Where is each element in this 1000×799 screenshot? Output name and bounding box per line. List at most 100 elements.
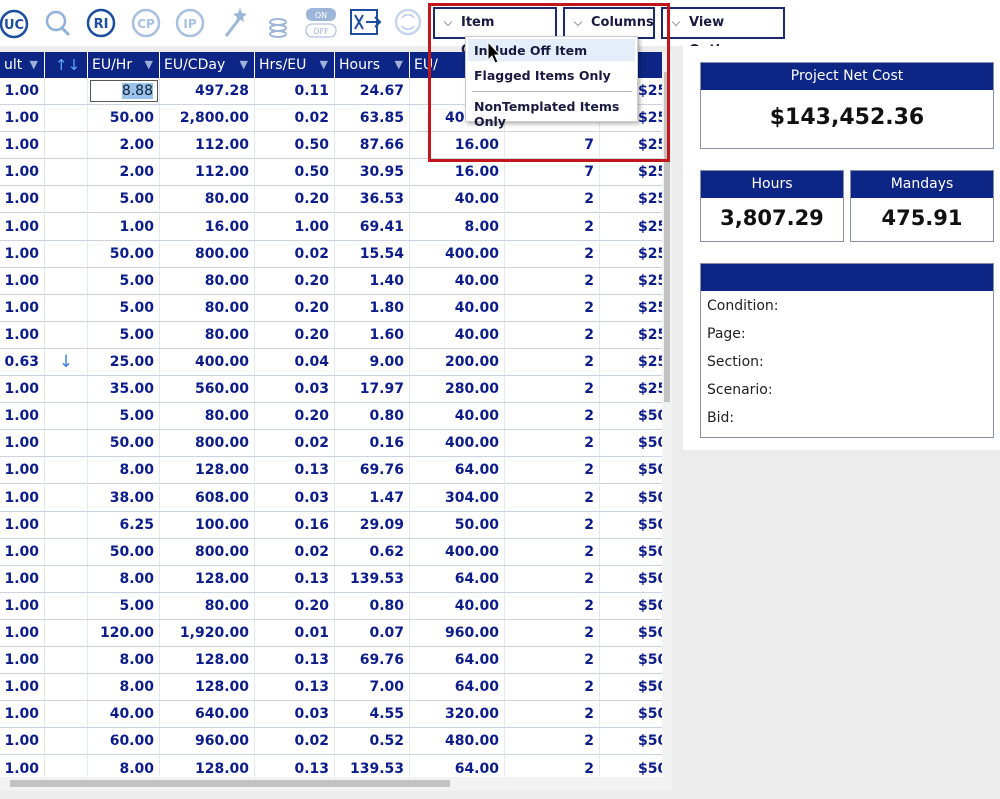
grid-cell: 2 (505, 755, 600, 777)
cell-text: 1.40 (369, 272, 404, 289)
cell-text: 0.20 (294, 191, 329, 208)
grid-cell: 128.00 (160, 647, 255, 675)
filter-icon[interactable]: ▼ (394, 58, 403, 71)
grid-cell: 50.00 (88, 240, 160, 268)
grid-cell: 8.00 (88, 674, 160, 702)
cell-text: 1.00 (4, 652, 39, 669)
column-header: ult ▼ (0, 52, 45, 78)
grid-cell: 960.00 (160, 728, 255, 756)
grid-cell: 40.00 (410, 403, 505, 431)
menu-item[interactable]: Include Off Item (474, 43, 588, 58)
grid-cell: 40.00 (88, 701, 160, 729)
grid-cell: $50 (600, 593, 662, 620)
sort-icon[interactable]: ↑↓ (55, 56, 81, 74)
cell-text: 1.00 (4, 83, 39, 99)
card-value: 475.91 (881, 206, 963, 230)
cell-text: 280.00 (444, 381, 499, 398)
grid-cell: 0.13 (255, 565, 335, 593)
grid-cell: 139.53 (335, 755, 410, 777)
icon-label[interactable]: UC (4, 18, 24, 33)
grid-cell: 16.00 (160, 213, 255, 241)
grid-cell: 1.00 (0, 755, 45, 777)
cell-text: $25 (638, 381, 662, 398)
filter-icon[interactable]: ▼ (29, 58, 38, 71)
cell-text: $50 (638, 625, 662, 641)
icon-label[interactable]: RI (94, 17, 109, 32)
cell-text: $25 (638, 164, 662, 181)
menu-item[interactable]: Flagged Items Only (474, 68, 611, 83)
grid-cell: 0.13 (255, 457, 335, 485)
icon-label[interactable]: IP (183, 17, 196, 31)
grid-cell: 0.16 (255, 511, 335, 539)
cell-text: 2 (584, 435, 594, 452)
grid-cell: 5.00 (88, 592, 160, 620)
cell-text: 800.00 (194, 245, 249, 262)
cell-text: 50.00 (109, 245, 154, 262)
grid-cell: 4.55 (335, 701, 410, 729)
cell-text: 36.53 (359, 191, 404, 208)
menu-item[interactable]: NonTemplated Items Only (474, 99, 620, 129)
grid-cell: 2 (505, 592, 600, 620)
grid-cell: 5.00 (88, 403, 160, 431)
grid-cell: 0.13 (255, 755, 335, 777)
card-title: Hours (701, 171, 843, 198)
grid-cell: 40.00 (410, 267, 505, 295)
grid-cell: 63.85 (335, 105, 410, 133)
grid-cell: 2.00 (88, 132, 160, 160)
grid-cell: 15.54 (335, 240, 410, 268)
grid-cell: 2 (505, 430, 600, 458)
cell-text: 0.13 (294, 679, 329, 696)
cell-text: 80.00 (204, 272, 249, 289)
cell-text: 1.00 (4, 137, 39, 154)
scroll-thumb[interactable] (664, 72, 670, 402)
filter-icon[interactable]: ▼ (239, 58, 248, 71)
cell-text: 8.00 (119, 760, 154, 777)
cell-text: 0.62 (369, 543, 404, 560)
grid-cell: 5.00 (88, 267, 160, 295)
horizontal-scrollbar[interactable] (0, 777, 672, 791)
header-text: EU/CDay (164, 57, 226, 73)
filter-icon[interactable]: ▼ (319, 58, 328, 71)
cell-text: 1.00 (4, 489, 39, 506)
grid-cell (45, 701, 88, 729)
cell-text: 960.00 (194, 733, 249, 750)
grid-cell: 1.00 (0, 484, 45, 512)
cell-text: 8.00 (119, 462, 154, 479)
grid-cell: $50 (600, 403, 662, 431)
grid-cell: 8.00 (88, 565, 160, 593)
grid-cell: 1.80 (335, 294, 410, 322)
cell-text: 0.03 (294, 381, 329, 398)
cell-text: $50 (638, 543, 662, 560)
filter-icon[interactable]: ▼ (144, 58, 153, 71)
cell-text: 80.00 (204, 191, 249, 208)
scroll-thumb[interactable] (10, 780, 450, 787)
icon-label[interactable]: CP (137, 17, 155, 31)
grid-cell: 0.20 (255, 294, 335, 322)
vertical-scrollbar[interactable] (662, 52, 672, 777)
cell-text: 1.00 (4, 299, 39, 316)
view-options-button[interactable]: View Options (661, 7, 785, 58)
cell-text: 128.00 (194, 679, 249, 696)
toggle-label[interactable]: OFF (313, 27, 329, 36)
cell-text: 1.00 (4, 164, 39, 181)
grid-cell: 1.00 (0, 511, 45, 539)
grid-cell: 8.00 (88, 755, 160, 777)
cell-text: 38.00 (109, 489, 154, 506)
toggle-label[interactable]: ON (315, 11, 327, 20)
cell-text: 24.67 (359, 83, 404, 99)
grid-cell: 0.02 (255, 728, 335, 756)
grid-cell: 2 (505, 376, 600, 404)
grid-cell: 7 (505, 159, 600, 187)
grid-cell: 0.20 (255, 403, 335, 431)
cell-text: 960.00 (444, 625, 499, 641)
cell-text: 2 (584, 706, 594, 723)
cell-text: 2 (584, 408, 594, 425)
grid-cell: 5.00 (88, 321, 160, 349)
grid-cell: 1.00 (0, 647, 45, 675)
grid-cell: 16.00 (410, 132, 505, 160)
grid-cell: 8.00 (88, 647, 160, 675)
grid-cell: 80.00 (160, 186, 255, 214)
grid-cell: 16.00 (410, 159, 505, 187)
cell-editor[interactable]: 8.88 (90, 80, 158, 102)
grid-cell: 0.02 (255, 538, 335, 566)
